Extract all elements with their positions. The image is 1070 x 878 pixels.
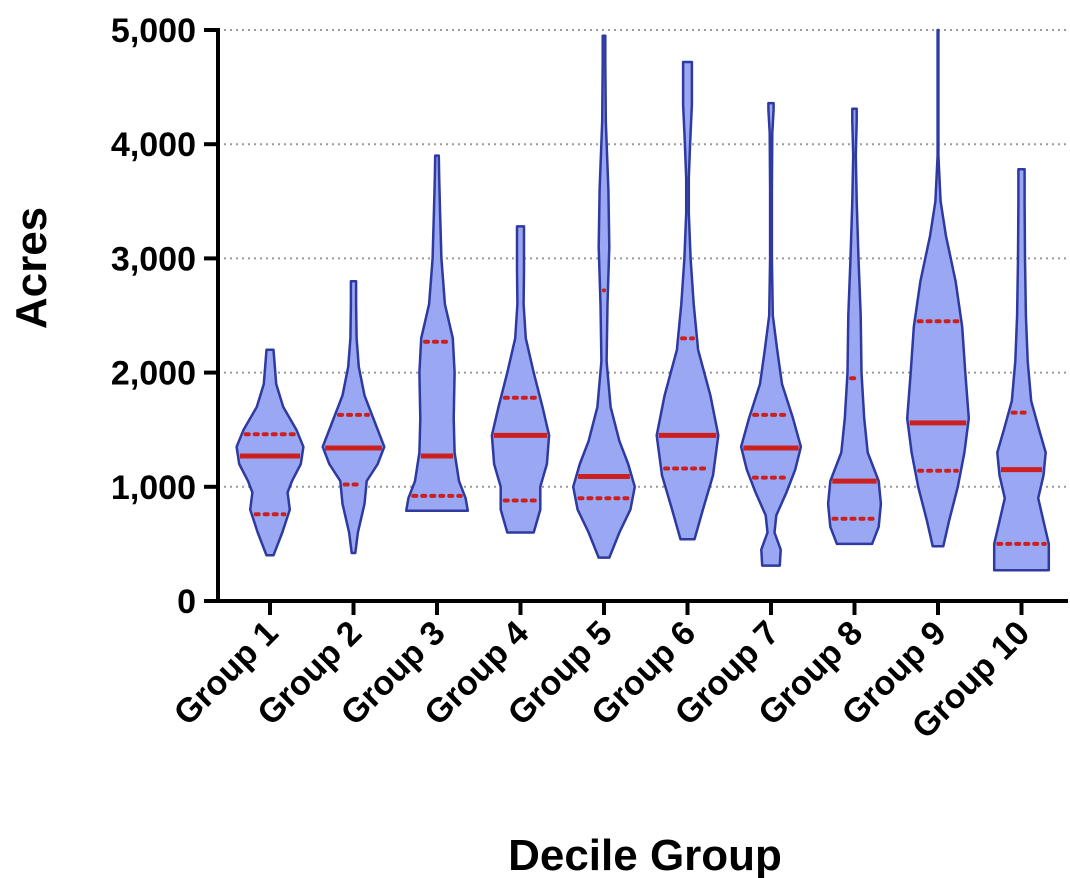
axes — [216, 28, 1068, 603]
violin-10 — [992, 168, 1051, 572]
violins — [235, 28, 1051, 572]
violin-5 — [571, 34, 637, 559]
violin-1 — [235, 348, 305, 557]
y-ticks: 0 1,000 2,000 3,000 4,000 5,000 — [111, 12, 218, 621]
y-tick-label-5: 5,000 — [111, 12, 196, 50]
violin-2 — [321, 279, 386, 555]
y-axis-title: Acres — [7, 207, 56, 329]
violin-9 — [905, 28, 971, 548]
y-tick-label-2: 2,000 — [111, 355, 196, 393]
y-tick-label-0: 0 — [177, 583, 196, 621]
violin-8 — [826, 107, 883, 546]
y-tick-label-3: 3,000 — [111, 240, 196, 278]
violin-6 — [655, 60, 720, 541]
x-axis-title: Decile Group — [508, 831, 782, 878]
violin-3 — [404, 154, 470, 513]
y-tick-label-4: 4,000 — [111, 126, 196, 164]
violin-7 — [739, 101, 803, 567]
y-tick-label-1: 1,000 — [111, 469, 196, 507]
violin-4 — [490, 225, 551, 534]
